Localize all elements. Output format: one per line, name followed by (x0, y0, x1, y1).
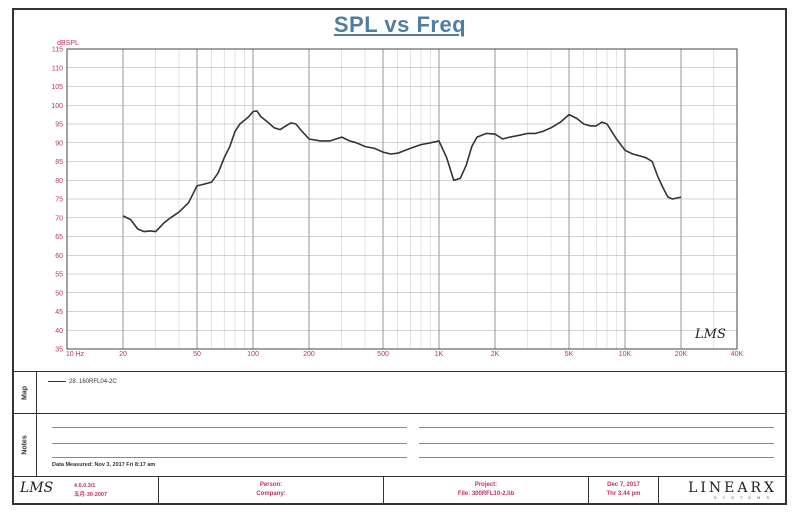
y-tick-label: 80 (55, 178, 63, 185)
linearx-logo: LINEARX (688, 480, 777, 496)
y-tick-label: 85 (55, 159, 63, 166)
footer-version-cell: LMS 4.6.0.3/1 五月-30-2007 (14, 477, 159, 503)
y-tick-label: 35 (55, 347, 63, 354)
y-tick-label: 100 (51, 103, 63, 110)
legend-entry: 28. 160RFL04-2C (48, 379, 117, 385)
y-tick-label: 75 (55, 197, 63, 204)
footer-person-cell: Person: Company: (159, 477, 384, 503)
y-tick-label: 115 (52, 47, 63, 54)
note-line (419, 443, 774, 444)
x-tick-label: 1K (435, 351, 444, 358)
legend-swatch (48, 380, 66, 382)
version-date: 五月-30-2007 (74, 492, 108, 498)
time-text: Thr 3:44 pm (606, 491, 641, 497)
version-text: 4.6.0.3/1 (74, 483, 96, 489)
x-tick-label: 50 (193, 351, 201, 358)
x-tick-label: 10K (619, 351, 632, 358)
y-tick-label: 70 (55, 215, 63, 222)
x-tick-label: 10 Hz (66, 351, 85, 358)
x-tick-label: 500 (377, 351, 389, 358)
company-label: Company: (256, 491, 286, 497)
x-tick-label: 40K (731, 351, 744, 358)
y-tick-label: 95 (55, 122, 63, 129)
note-line (52, 427, 407, 428)
footer-project-cell: Project: File: 300RFL10-2.lib (384, 477, 589, 503)
note-line (419, 457, 774, 458)
data-measured-text: Data Measured: Nov 3, 2017 Fri 8:17 am (52, 462, 156, 468)
footer-date-cell: Dec 7, 2017 Thr 3:44 pm (589, 477, 659, 503)
note-line (52, 443, 407, 444)
y-tick-label: 90 (55, 140, 63, 147)
chart-frame (12, 8, 787, 505)
x-tick-label: 5K (565, 351, 574, 358)
legend-label: 28. 160RFL04-2C (69, 379, 117, 385)
map-section: Map 28. 160RFL04-2C (14, 371, 785, 413)
plot-area (66, 48, 738, 350)
y-tick-label: 110 (52, 65, 63, 72)
linearx-subtitle: SYSTEMS (713, 495, 775, 500)
date-text: Dec 7, 2017 (607, 482, 640, 488)
lms-logo: LMS (20, 480, 54, 496)
person-label: Person: (259, 482, 283, 488)
x-tick-label: 100 (247, 351, 259, 358)
series-line (122, 110, 682, 233)
map-tab: Map (14, 372, 37, 413)
x-tick-label: 20 (119, 351, 127, 358)
lms-plot-logo: LMS (695, 327, 726, 342)
y-tick-label: 40 (55, 328, 63, 335)
y-tick-label: 45 (55, 309, 63, 316)
footer-section: LMS 4.6.0.3/1 五月-30-2007 Person: Company:… (14, 476, 785, 503)
notes-tab: Notes (14, 414, 37, 476)
note-line (52, 457, 407, 458)
y-tick-label: 65 (55, 234, 63, 241)
y-tick-label: 105 (51, 84, 63, 91)
chart-title: SPL vs Freq (333, 12, 467, 37)
x-tick-label: 200 (303, 351, 315, 358)
y-tick-label: 50 (55, 290, 63, 297)
x-tick-label: 20K (675, 351, 688, 358)
project-label: Project: (474, 482, 498, 488)
x-tick-label: 2K (491, 351, 500, 358)
file-label: File: 300RFL10-2.lib (457, 491, 515, 497)
notes-section: Notes Data Measured: Nov 3, 2017 Fri 8:1… (14, 413, 785, 476)
y-axis-label: dBSPL (57, 40, 79, 47)
note-line (419, 427, 774, 428)
y-tick-label: 60 (55, 253, 63, 260)
y-tick-label: 55 (55, 272, 63, 279)
